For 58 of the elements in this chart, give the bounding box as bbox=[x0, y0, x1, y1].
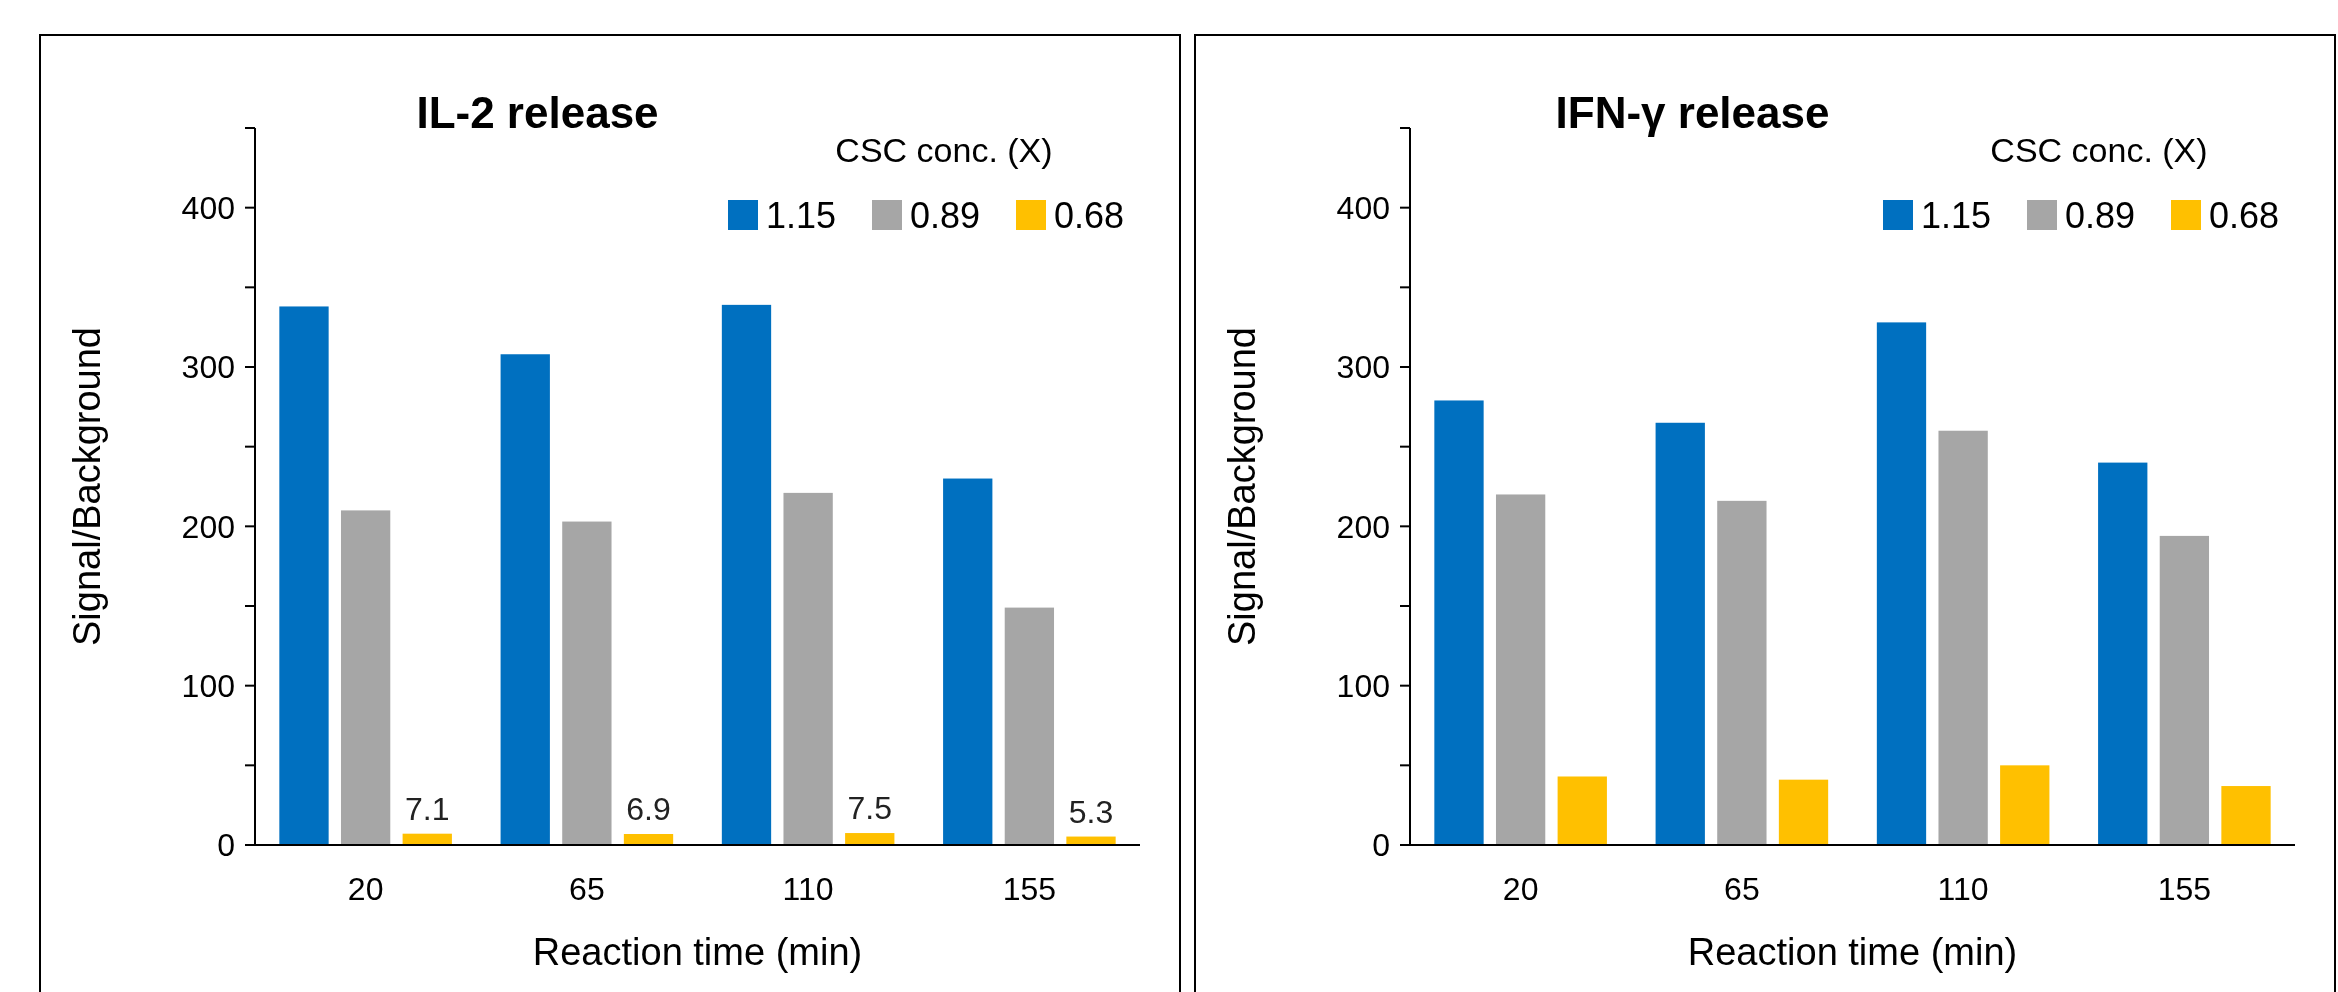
bar bbox=[500, 354, 550, 845]
x-axis-title: Reaction time (min) bbox=[1687, 931, 2018, 973]
bar bbox=[562, 521, 612, 845]
x-tick-label: 155 bbox=[1002, 871, 1057, 907]
y-axis-title: Signal/Background bbox=[66, 327, 108, 646]
chart-title: IFN-γ release bbox=[1555, 88, 1830, 137]
legend-label: 0.89 bbox=[2065, 194, 2136, 236]
y-tick-label: 200 bbox=[181, 508, 235, 545]
data-label: 7.1 bbox=[405, 790, 450, 827]
legend-label: 0.68 bbox=[2209, 194, 2280, 236]
bar bbox=[1004, 607, 1055, 845]
bar bbox=[845, 833, 895, 845]
bar bbox=[2159, 535, 2210, 845]
bar bbox=[1938, 430, 1988, 845]
bar bbox=[943, 478, 993, 845]
y-tick-label: 400 bbox=[1336, 189, 1390, 226]
bar bbox=[1778, 779, 1829, 845]
bar bbox=[279, 306, 329, 845]
bar bbox=[1717, 500, 1767, 845]
bar bbox=[1495, 494, 1546, 845]
legend-label: 1.15 bbox=[766, 194, 837, 236]
legend-label: 0.68 bbox=[1054, 194, 1125, 236]
data-label: 5.3 bbox=[1068, 793, 1114, 830]
x-tick-label: 110 bbox=[782, 871, 834, 907]
x-tick-label: 155 bbox=[2157, 871, 2212, 907]
y-axis-title: Signal/Background bbox=[1221, 327, 1263, 646]
y-tick-label: 300 bbox=[181, 349, 235, 386]
bar bbox=[1557, 776, 1607, 845]
bar bbox=[2098, 462, 2148, 845]
chart-title: IL-2 release bbox=[416, 88, 659, 137]
y-tick-label: 300 bbox=[1336, 349, 1390, 386]
y-tick-label: 400 bbox=[181, 189, 235, 226]
bar bbox=[2000, 765, 2050, 845]
bar bbox=[340, 510, 391, 845]
legend-label: 1.15 bbox=[1921, 194, 1992, 236]
bar bbox=[1876, 322, 1927, 845]
x-tick-label: 110 bbox=[1937, 871, 1989, 907]
bar bbox=[783, 492, 833, 845]
y-tick-label: 100 bbox=[1336, 667, 1390, 704]
bar bbox=[1434, 400, 1484, 845]
x-tick-label: 65 bbox=[569, 871, 605, 907]
y-tick-label: 200 bbox=[1336, 508, 1390, 545]
legend-title: CSC conc. (X) bbox=[835, 131, 1053, 169]
y-tick-label: 0 bbox=[217, 827, 235, 864]
bar bbox=[721, 304, 772, 845]
x-tick-label: 20 bbox=[1502, 871, 1539, 907]
x-axis-title: Reaction time (min) bbox=[532, 931, 863, 973]
y-tick-label: 0 bbox=[1372, 827, 1390, 864]
bar bbox=[623, 834, 674, 845]
bar bbox=[1655, 422, 1705, 845]
legend-label: 0.89 bbox=[910, 194, 981, 236]
y-tick-label: 100 bbox=[181, 667, 235, 704]
x-tick-label: 20 bbox=[347, 871, 384, 907]
x-tick-label: 65 bbox=[1724, 871, 1760, 907]
data-label: 6.9 bbox=[626, 791, 671, 828]
legend-title: CSC conc. (X) bbox=[1990, 131, 2208, 169]
bar bbox=[2221, 786, 2271, 845]
data-label: 7.5 bbox=[847, 790, 892, 827]
